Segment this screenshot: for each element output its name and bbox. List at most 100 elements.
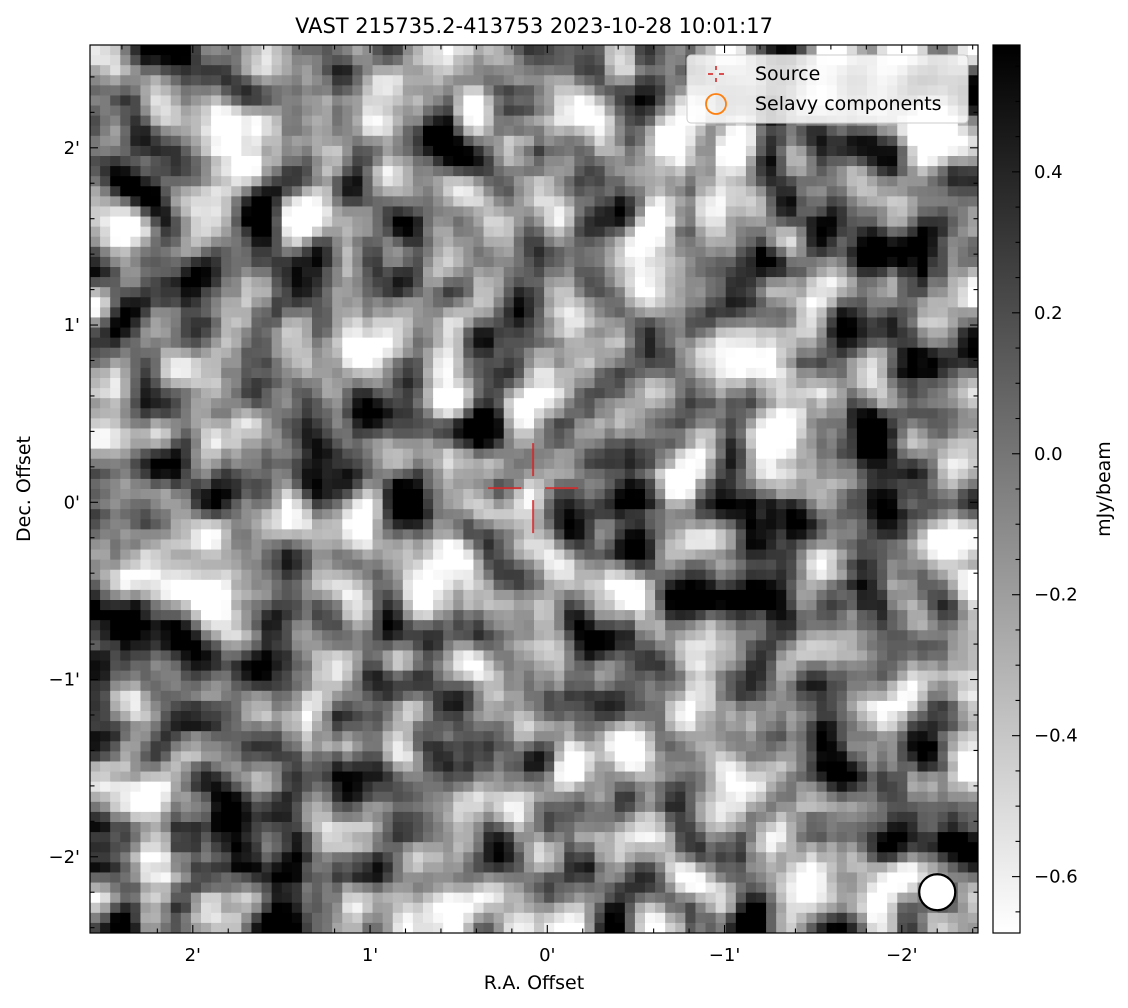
image-pixel: [463, 216, 475, 228]
image-pixel: [766, 468, 777, 480]
image-pixel: [564, 186, 575, 197]
image-pixel: [332, 186, 343, 197]
image-pixel: [957, 579, 969, 591]
image-pixel: [473, 176, 485, 187]
image-pixel: [261, 125, 273, 137]
image-pixel: [957, 559, 969, 571]
image-pixel: [594, 156, 606, 167]
image-pixel: [695, 418, 707, 430]
image-pixel: [685, 307, 697, 319]
image-pixel: [322, 489, 333, 500]
image-pixel: [594, 145, 606, 157]
image-pixel: [362, 226, 374, 238]
image-pixel: [231, 539, 242, 551]
image-pixel: [725, 317, 737, 329]
image-pixel: [554, 378, 565, 389]
image-pixel: [816, 156, 828, 167]
image-pixel: [715, 166, 727, 177]
image-pixel: [897, 287, 908, 298]
image-pixel: [675, 226, 686, 238]
image-pixel: [483, 156, 495, 167]
image-pixel: [715, 499, 727, 510]
image-pixel: [776, 317, 787, 329]
image-pixel: [362, 388, 374, 399]
image-pixel: [493, 287, 505, 298]
image-pixel: [402, 125, 414, 137]
image-pixel: [392, 337, 404, 349]
image-pixel: [110, 85, 121, 97]
image-pixel: [786, 317, 797, 329]
image-pixel: [806, 145, 818, 157]
image-pixel: [120, 277, 131, 288]
image-pixel: [342, 610, 353, 621]
image-pixel: [453, 166, 464, 177]
image-pixel: [190, 125, 202, 137]
image-pixel: [816, 246, 828, 258]
image-pixel: [352, 236, 364, 248]
image-pixel: [342, 45, 353, 56]
image-pixel: [261, 589, 273, 601]
image-pixel: [614, 277, 626, 288]
image-pixel: [412, 176, 424, 187]
image-pixel: [231, 277, 242, 288]
image-pixel: [836, 287, 848, 298]
image-pixel: [665, 408, 676, 419]
image-pixel: [665, 55, 676, 66]
image-pixel: [846, 277, 858, 288]
image-pixel: [402, 135, 414, 147]
image-pixel: [281, 55, 293, 66]
image-pixel: [382, 478, 394, 490]
image-pixel: [382, 468, 394, 480]
image-pixel: [513, 398, 525, 409]
image-pixel: [534, 600, 545, 611]
image-pixel: [544, 367, 555, 379]
image-pixel: [201, 277, 212, 288]
image-pixel: [594, 287, 606, 298]
image-pixel: [170, 55, 182, 66]
image-pixel: [917, 135, 929, 147]
image-pixel: [695, 367, 707, 379]
image-pixel: [715, 236, 727, 248]
image-pixel: [362, 65, 374, 76]
image-pixel: [675, 478, 686, 490]
image-pixel: [352, 75, 364, 86]
image-pixel: [554, 307, 565, 319]
image-pixel: [150, 156, 162, 167]
image-pixel: [564, 610, 575, 621]
image-pixel: [766, 317, 777, 329]
image-pixel: [534, 489, 545, 500]
image-pixel: [806, 125, 818, 137]
image-pixel: [614, 408, 626, 419]
image-pixel: [655, 246, 666, 258]
image-pixel: [574, 448, 586, 460]
image-pixel: [523, 549, 535, 561]
image-pixel: [362, 509, 374, 520]
image-pixel: [675, 519, 686, 530]
image-pixel: [221, 347, 232, 359]
image-pixel: [503, 337, 515, 349]
image-pixel: [927, 307, 939, 319]
image-pixel: [675, 589, 686, 601]
image-pixel: [372, 408, 384, 419]
image-pixel: [856, 256, 868, 268]
image-pixel: [513, 408, 525, 419]
image-pixel: [917, 327, 929, 339]
image-pixel: [241, 95, 253, 107]
image-pixel: [140, 75, 152, 86]
image-pixel: [655, 206, 666, 218]
image-pixel: [574, 539, 586, 551]
image-pixel: [715, 145, 727, 157]
image-pixel: [937, 408, 949, 419]
image-pixel: [382, 85, 394, 97]
image-pixel: [937, 539, 949, 551]
image-pixel: [180, 549, 192, 561]
image-pixel: [897, 529, 908, 541]
image-pixel: [332, 569, 343, 581]
image-pixel: [584, 115, 596, 127]
image-pixel: [877, 569, 888, 581]
image-pixel: [372, 65, 384, 76]
chart-title: VAST 215735.2-413753 2023-10-28 10:01:17: [295, 14, 773, 38]
image-pixel: [180, 125, 192, 137]
image-pixel: [907, 589, 919, 601]
image-pixel: [594, 125, 606, 137]
